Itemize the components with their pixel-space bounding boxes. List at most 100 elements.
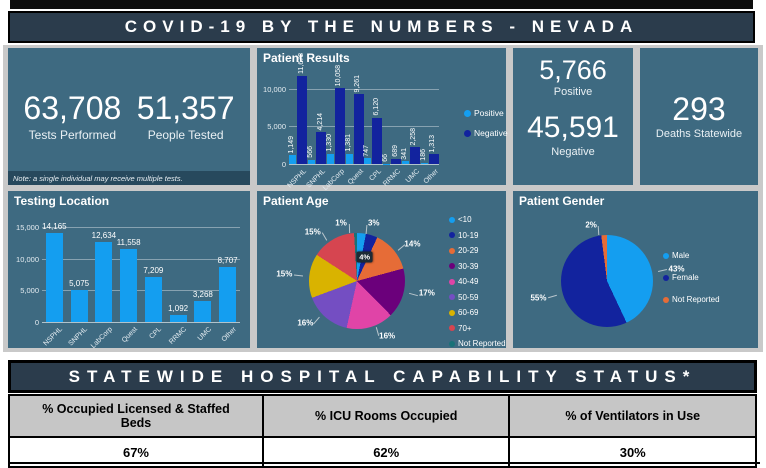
70-legend-dot-icon [449,325,455,331]
pie-callout-line [598,226,600,236]
30-39-legend-dot-icon [449,263,455,269]
tests-performed-stat: 63,708 Tests Performed [23,72,121,162]
testing-location-bar-rrmc-tests[interactable] [169,315,187,322]
legend-item-not-reported[interactable]: Not Reported [663,295,720,304]
testing-location-bar-labcorp-tests[interactable] [95,242,113,322]
patient-results-bar-nsphl-positive[interactable] [289,155,297,164]
patient-age-title: Patient Age [263,194,329,208]
y-axis-tick: 10,000 [263,84,286,94]
not-reported-legend-dot-icon [663,296,669,303]
gridline [289,88,439,90]
patient-results-bar-rrmc-negative[interactable] [391,158,402,164]
multiple-tests-note: Note: a single individual may receive mu… [8,171,250,185]
legend-label: Not Reported [672,295,720,304]
patient-results-bar-labcorp-negative[interactable] [334,88,345,164]
legend-item-60-69[interactable]: 60-69 [449,308,506,317]
patient-results-bar-cpl-negative[interactable] [372,117,383,164]
testing-location-bar-quest-tests[interactable] [120,249,138,322]
bar-value-label: 2,258 [410,127,418,146]
bar-value-label: 341 [400,147,408,160]
patient-results-bar-cpl-positive[interactable] [364,158,372,164]
bar-value-label: 1,313 [429,134,437,153]
icu-occupied-header: % ICU Rooms Occupied [261,394,511,438]
legend-label: 10-19 [458,230,479,240]
y-axis-tick: 15,000 [16,223,39,233]
deaths-value: 293 [672,90,726,127]
testing-location-bar-nsphl-tests[interactable] [45,232,63,322]
patient-age-pie: 3% 4% 14% 17% 16% 16% 15% 15% 1% [257,191,506,348]
bar-value-label: 1,381 [344,134,352,152]
patient-results-bar-quest-negative[interactable] [353,94,364,164]
pie-callout-10-19: 4% [356,251,374,263]
y-axis-tick: 0 [281,160,286,169]
legend-item-30-39[interactable]: 30-39 [449,262,506,271]
legend-item-20-29[interactable]: 20-29 [449,246,506,255]
patient-results-bar-umc-positive[interactable] [401,161,409,164]
dashboard-title-banner: COVID-19 BY THE NUMBERS - NEVADA [8,11,755,43]
pie-callout-line [321,232,328,241]
pie-callout-60-69: 15% [276,269,293,279]
legend-label: 50-59 [458,292,479,302]
legend-item-10-19[interactable]: 10-19 [449,231,506,240]
patient-results-bar-other-positive[interactable] [420,162,428,164]
bar-value-label: 1,092 [168,304,189,314]
legend-item-female[interactable]: Female [663,273,720,282]
tests-performed-value: 63,708 [23,90,122,127]
legend-label: 60-69 [458,308,479,317]
legend-item-positive[interactable]: Positive [464,108,508,118]
bar-value-label: 8,707 [217,256,238,266]
legend-item-male[interactable]: Male [663,251,720,260]
x-axis-category-label: Quest [346,168,365,187]
female-legend-dot-icon [663,274,669,281]
panel-patient-age: Patient Age 3% 4% 14% 17% 16% 16% 15% 15% 1% <10… [257,191,506,348]
bar-value-label: 6,120 [372,98,380,116]
patient-results-bar-snphl-negative[interactable] [316,132,327,164]
bar-value-label: 12,634 [91,231,117,241]
x-axis-category-label: Other [422,168,440,186]
positive-label: Positive [553,86,593,99]
legend-item-40-49[interactable]: 40-49 [449,277,506,286]
patient-age-pie[interactable] [309,233,405,329]
legend-item-10[interactable]: <10 [449,215,506,224]
legend-label: Male [672,251,690,260]
patient-results-bar-nsphl-negative[interactable] [297,76,308,164]
pie-callout-line [349,224,351,234]
people-tested-label: People Tested [147,127,224,142]
x-axis-category-label: RRMC [168,326,189,346]
10-19-legend-dot-icon [449,232,455,238]
hospital-table-header-row: % Occupied Licensed & Staffed Beds % ICU… [8,394,757,438]
legend-item-70[interactable]: 70+ [449,324,506,333]
pie-callout-70: 15% [304,227,321,237]
hospital-status-banner: STATEWIDE HOSPITAL CAPABILITY STATUS* [8,360,757,393]
testing-location-bar-snphl-tests[interactable] [70,289,88,322]
legend-item-50-59[interactable]: 50-59 [449,293,506,302]
panel-testing-totals: 63,708 Tests Performed 51,357 People Tes… [8,48,250,185]
y-axis-tick: 5,000 [267,122,286,132]
legend-item-negative[interactable]: Negative [464,128,508,138]
negative-label: Negative [551,145,595,158]
patient-results-bar-other-negative[interactable] [428,154,439,164]
60-69-legend-dot-icon [449,309,455,316]
patient-results-bar-quest-positive[interactable] [345,153,353,164]
legend-label: Not Reported [458,339,506,348]
deaths-label: Deaths Statewide [655,128,743,141]
testing-location-bar-cpl-tests[interactable] [144,276,162,322]
bar-value-label: 4,214 [316,112,324,131]
patient-gender-pie[interactable] [561,235,653,327]
patient-results-bar-labcorp-positive[interactable] [326,154,334,164]
top-divider-bar [10,0,753,9]
testing-location-bar-other-tests[interactable] [219,267,237,322]
bottom-divider-line [8,462,760,464]
beds-occupied-header: % Occupied Licensed & Staffed Beds [8,394,264,438]
legend-item-not-reported[interactable]: Not Reported [449,339,506,348]
patient-results-bar-umc-negative[interactable] [409,147,420,164]
testing-location-bar-umc-tests[interactable] [194,301,212,322]
y-axis-tick: 0 [34,318,39,327]
gridline [42,322,240,323]
gridline [42,290,240,292]
testing-location-chart: 14,165 NSPHL 5,075 SNPHL 12,634 LabCorp 11,558… [8,191,250,350]
patient-results-bar-snphl-positive[interactable] [308,159,316,164]
ventilators-header: % of Ventilators in Use [508,394,757,438]
gridline [42,258,240,260]
